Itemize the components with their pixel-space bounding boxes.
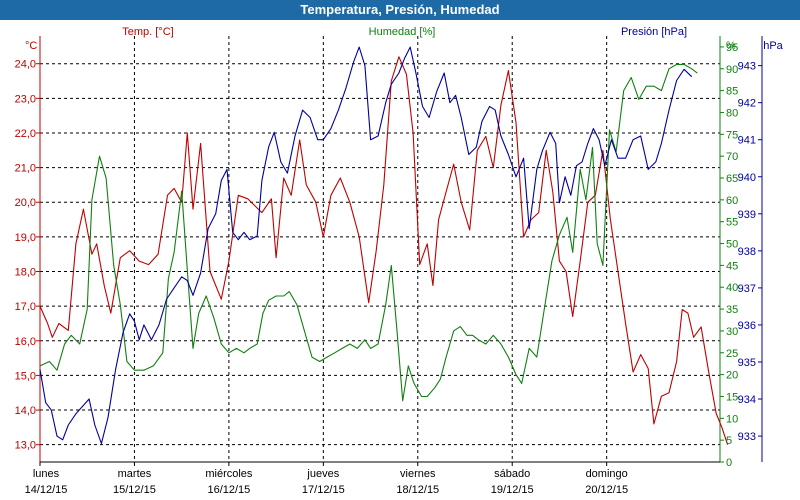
- temperature-tick-label: 18,0: [15, 267, 36, 279]
- temperature-axis-title: Temp. [°C]: [122, 26, 173, 38]
- temperature-tick-label: 23,0: [15, 93, 36, 105]
- temperature-tick-label: 13,0: [15, 440, 36, 452]
- humidity-tick-label: 0: [726, 457, 732, 469]
- x-tick-day-label: viernes: [400, 468, 436, 480]
- humidity-tick-label: 75: [726, 129, 738, 141]
- temperature-tick-label: 15,0: [15, 370, 36, 382]
- temperature-tick-label: 24,0: [15, 59, 36, 71]
- temperature-series-line: [39, 56, 729, 445]
- pressure-series-line: [39, 46, 693, 445]
- humidity-tick-label: 30: [726, 326, 738, 338]
- humidity-tick-label: 55: [726, 217, 738, 229]
- humidity-tick-label: 10: [726, 413, 738, 425]
- x-tick-day-label: lunes: [33, 468, 60, 480]
- temperature-tick-label: 22,0: [15, 128, 36, 140]
- humidity-tick-label: 70: [726, 151, 738, 163]
- humidity-tick-label: 65: [726, 173, 738, 185]
- temperature-tick-label: 17,0: [15, 301, 36, 313]
- humidity-tick-label: 35: [726, 304, 738, 316]
- pressure-axis-title: Presión [hPa]: [621, 26, 687, 38]
- pressure-tick-label: 943: [738, 61, 756, 73]
- x-tick-day-label: domingo: [586, 468, 628, 480]
- pressure-tick-label: 936: [738, 320, 756, 332]
- pressure-tick-label: 937: [738, 283, 756, 295]
- x-tick-date-label: 19/12/15: [491, 484, 534, 496]
- x-tick-day-label: martes: [118, 468, 152, 480]
- x-tick-date-label: 20/12/15: [585, 484, 628, 496]
- humidity-tick-label: 45: [726, 260, 738, 272]
- x-tick-day-label: miércoles: [205, 468, 253, 480]
- pressure-tick-label: 935: [738, 357, 756, 369]
- grid-lines: [40, 36, 720, 462]
- pressure-tick-label: 940: [738, 172, 756, 184]
- tick-labels: 13,0 14,0 15,0 16,0 17,0 18,0 19,0 20,0 21,0 22,0…: [15, 42, 756, 496]
- humidity-series-line: [39, 63, 698, 402]
- x-tick-date-label: 18/12/15: [396, 484, 439, 496]
- humidity-axis-title: Humedad [%]: [369, 26, 436, 38]
- x-tick-day-label: jueves: [306, 468, 339, 480]
- humidity-unit-label: %: [726, 40, 736, 52]
- x-tick-date-label: 16/12/15: [207, 484, 250, 496]
- axes: [36, 36, 763, 466]
- chart-title: Temperatura, Presión, Humedad: [0, 0, 800, 20]
- pressure-unit-label: hPa: [763, 40, 783, 52]
- temperature-tick-label: 20,0: [15, 197, 36, 209]
- pressure-tick-label: 941: [738, 135, 756, 147]
- chart-canvas: 13,0 14,0 15,0 16,0 17,0 18,0 19,0 20,0 21,0 22,0…: [15, 26, 784, 496]
- humidity-tick-label: 15: [726, 391, 738, 403]
- humidity-tick-label: 95: [726, 42, 738, 54]
- x-tick-day-label: sábado: [494, 468, 530, 480]
- humidity-tick-label: 5: [726, 435, 732, 447]
- humidity-tick-label: 40: [726, 282, 738, 294]
- temperature-tick-label: 16,0: [15, 336, 36, 348]
- temperature-tick-label: 21,0: [15, 163, 36, 175]
- temperature-tick-label: 14,0: [15, 405, 36, 417]
- humidity-tick-label: 80: [726, 107, 738, 119]
- axis-headers: °C Temp. [°C] Humedad [%] Presión [hPa]% hPa: [25, 26, 784, 52]
- pressure-tick-label: 939: [738, 209, 756, 221]
- temperature-tick-label: 19,0: [15, 232, 36, 244]
- humidity-tick-label: 50: [726, 239, 738, 251]
- pressure-tick-label: 933: [738, 431, 756, 443]
- humidity-tick-label: 85: [726, 86, 738, 98]
- humidity-tick-label: 90: [726, 64, 738, 76]
- humidity-tick-label: 25: [726, 348, 738, 360]
- pressure-tick-label: 942: [738, 98, 756, 110]
- pressure-tick-label: 938: [738, 246, 756, 258]
- x-tick-date-label: 15/12/15: [113, 484, 156, 496]
- series-lines: [39, 46, 729, 445]
- humidity-tick-label: 60: [726, 195, 738, 207]
- humidity-tick-label: 20: [726, 370, 738, 382]
- pressure-tick-label: 934: [738, 394, 756, 406]
- temperature-unit-label: °C: [25, 40, 37, 52]
- x-tick-date-label: 14/12/15: [25, 484, 68, 496]
- x-tick-date-label: 17/12/15: [302, 484, 345, 496]
